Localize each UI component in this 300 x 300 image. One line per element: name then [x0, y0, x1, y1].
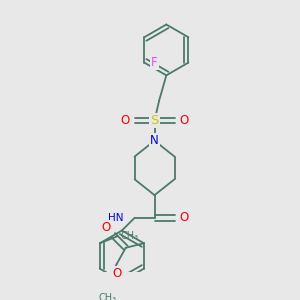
- Text: N: N: [150, 134, 159, 147]
- Text: CH₃: CH₃: [121, 231, 139, 241]
- Text: O: O: [112, 267, 121, 280]
- Text: O: O: [179, 114, 188, 127]
- Text: S: S: [150, 114, 159, 127]
- Text: O: O: [101, 221, 110, 234]
- Text: O: O: [121, 114, 130, 127]
- Text: O: O: [179, 211, 188, 224]
- Text: HN: HN: [108, 213, 124, 223]
- Text: F: F: [151, 56, 158, 69]
- Text: CH₃: CH₃: [98, 293, 117, 300]
